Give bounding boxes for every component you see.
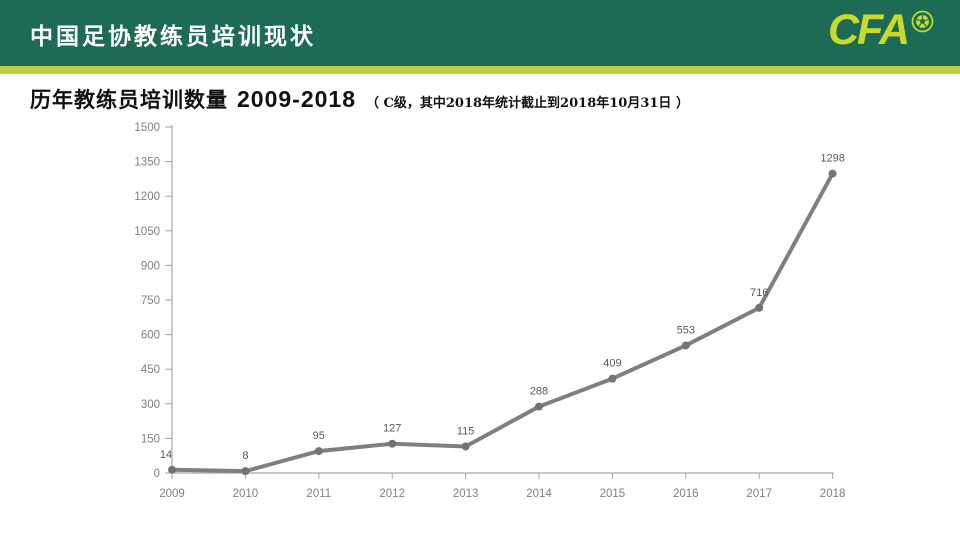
data-point xyxy=(681,341,690,350)
data-label: 288 xyxy=(530,386,548,398)
x-tick-label: 2012 xyxy=(379,488,405,500)
data-label: 115 xyxy=(457,425,475,437)
data-label: 716 xyxy=(750,287,768,299)
line-chart: 0 150 300 450 600 750 900 1050 1200 1350 1500 2009 2… xyxy=(134,122,846,500)
x-tick-label: 2013 xyxy=(453,488,479,500)
y-tick-label: 600 xyxy=(141,330,160,342)
x-tick-label: 2014 xyxy=(526,488,552,500)
data-point xyxy=(608,374,617,383)
page-title: 中国足协教练员培训现状 xyxy=(30,23,316,50)
data-point xyxy=(168,465,176,474)
y-tick-label: 150 xyxy=(141,433,160,445)
y-tick-label: 300 xyxy=(141,399,160,411)
cfa-logo: CFA xyxy=(828,9,934,52)
y-tick-label: 750 xyxy=(141,295,160,307)
x-tick-label: 2016 xyxy=(673,488,699,500)
y-tick-label: 900 xyxy=(141,260,160,272)
x-tick-label: 2018 xyxy=(820,488,846,500)
data-label: 95 xyxy=(313,430,325,442)
x-tick-label: 2015 xyxy=(600,488,626,500)
data-point xyxy=(828,169,837,178)
data-point xyxy=(535,402,543,411)
x-tick-label: 2011 xyxy=(306,488,331,500)
x-tick-label: 2010 xyxy=(233,488,259,500)
data-point xyxy=(461,442,470,451)
data-label: 14 xyxy=(160,449,172,461)
data-point xyxy=(388,439,397,448)
x-tick-label: 2017 xyxy=(746,488,772,500)
y-tick-label: 450 xyxy=(141,364,160,376)
football-icon xyxy=(911,10,934,33)
y-tick-label: 1350 xyxy=(134,157,160,169)
data-label: 127 xyxy=(383,423,401,435)
chart-title-range: 2009-2018 xyxy=(237,86,356,112)
chart-title: 历年教练员培训数量 2009-2018 （ C级，其中2018年统计截止到201… xyxy=(30,84,689,114)
y-tick-label: 1200 xyxy=(134,191,160,203)
data-label: 553 xyxy=(677,324,695,336)
data-label: 409 xyxy=(603,358,621,370)
y-tick-label: 1500 xyxy=(134,122,160,134)
chart-title-text: 历年教练员培训数量 xyxy=(30,87,228,112)
data-point xyxy=(314,447,323,456)
x-tick-label: 2009 xyxy=(159,488,185,500)
y-tick-label: 0 xyxy=(154,468,160,480)
chart-title-note: （ C级，其中2018年统计截止到2018年10月31日 ） xyxy=(366,96,689,111)
data-point xyxy=(241,467,250,476)
data-label: 1298 xyxy=(820,153,844,165)
series-line xyxy=(170,171,835,474)
cfa-logo-text: CFA xyxy=(828,6,910,54)
data-label: 8 xyxy=(242,450,248,462)
header-bar: 中国足协教练员培训现状 CFA xyxy=(0,0,960,74)
data-point xyxy=(755,303,764,312)
y-tick-label: 1050 xyxy=(134,226,160,238)
